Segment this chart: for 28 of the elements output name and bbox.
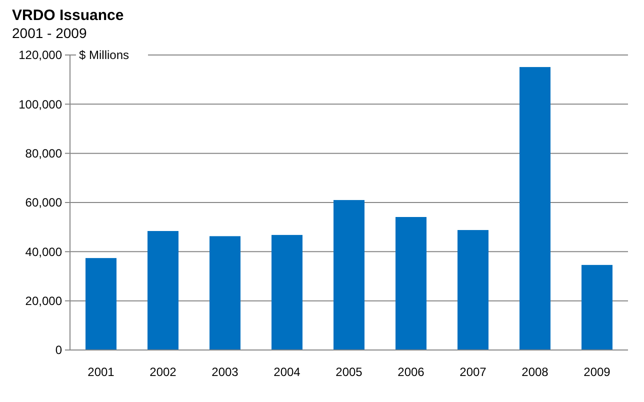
x-tick-label: 2004: [274, 365, 301, 379]
bar: [210, 236, 240, 350]
x-tick-label: 2002: [150, 365, 177, 379]
y-tick-label: 120,000: [18, 48, 62, 62]
bar: [396, 217, 426, 350]
y-tick-label: 20,000: [25, 294, 62, 308]
bar: [520, 67, 550, 350]
x-tick-label: 2007: [460, 365, 487, 379]
chart-title: VRDO Issuance: [12, 7, 124, 24]
x-tick-label: 2008: [522, 365, 549, 379]
bar: [86, 258, 116, 350]
bar: [272, 234, 302, 350]
y-tick-label: 100,000: [18, 97, 62, 112]
y-tick-label: 0: [55, 343, 62, 358]
x-tick-label: 2003: [212, 365, 239, 379]
x-tick-label: 2005: [336, 365, 363, 379]
x-tick-label: 2001: [88, 365, 115, 379]
chart-subtitle: 2001 - 2009: [12, 25, 87, 41]
bar: [148, 231, 178, 350]
x-tick-label: 2009: [584, 365, 611, 379]
x-tick-label: 2006: [398, 365, 425, 379]
y-tick-label: 60,000: [25, 196, 62, 210]
bar: [458, 230, 488, 350]
y-tick-label: 40,000: [25, 244, 62, 259]
y-tick-label: 80,000: [25, 146, 62, 161]
bar: [582, 264, 612, 350]
y-axis-title: $ Millions: [79, 48, 130, 62]
bar: [334, 200, 364, 350]
